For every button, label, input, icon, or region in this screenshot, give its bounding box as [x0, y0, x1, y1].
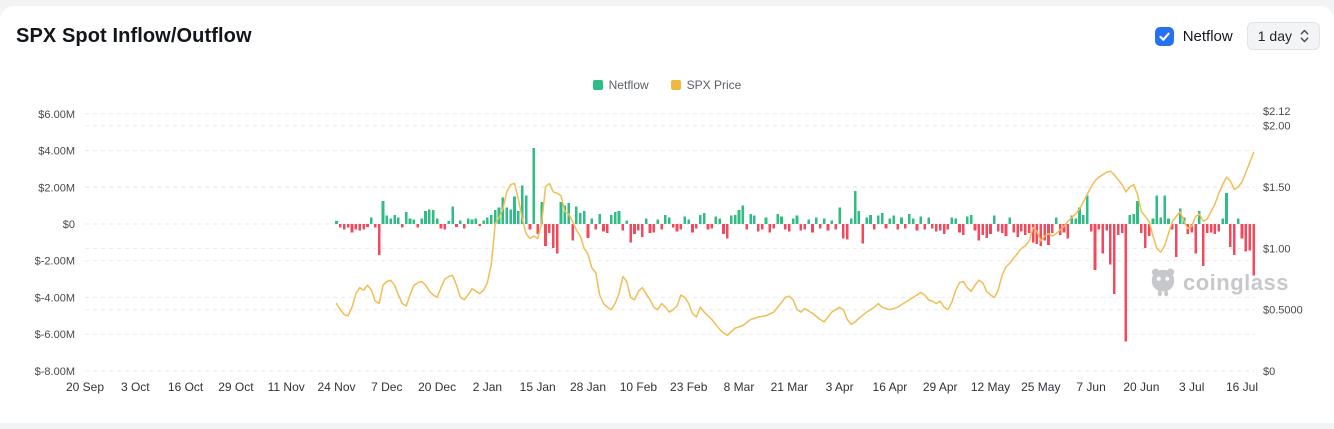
- svg-text:3 Oct: 3 Oct: [121, 380, 150, 394]
- svg-text:$2.12: $2.12: [1263, 106, 1291, 118]
- interval-value: 1 day: [1257, 28, 1292, 44]
- chart-card: SPX Spot Inflow/Outflow Netflow 1 day: [0, 6, 1334, 423]
- svg-text:12 May: 12 May: [971, 380, 1010, 394]
- svg-text:11 Nov: 11 Nov: [268, 380, 305, 394]
- svg-text:23 Feb: 23 Feb: [670, 380, 708, 394]
- header-controls: Netflow 1 day: [1154, 22, 1320, 50]
- svg-text:$4.00M: $4.00M: [38, 146, 75, 158]
- svg-text:3 Jul: 3 Jul: [1179, 380, 1204, 394]
- svg-text:20 Dec: 20 Dec: [418, 380, 456, 394]
- svg-text:29 Oct: 29 Oct: [218, 380, 254, 394]
- svg-text:$1.50: $1.50: [1263, 182, 1291, 194]
- svg-text:2 Jan: 2 Jan: [473, 380, 502, 394]
- svg-text:20 Jun: 20 Jun: [1123, 380, 1159, 394]
- svg-text:$-4.00M: $-4.00M: [35, 292, 75, 304]
- header: SPX Spot Inflow/Outflow Netflow 1 day: [16, 22, 1320, 50]
- svg-text:$0: $0: [1263, 366, 1275, 378]
- svg-text:16 Oct: 16 Oct: [168, 380, 204, 394]
- checkmark-icon: [1159, 32, 1170, 41]
- svg-text:$0.5000: $0.5000: [1263, 305, 1303, 317]
- svg-text:7 Dec: 7 Dec: [371, 380, 402, 394]
- svg-text:7 Jun: 7 Jun: [1076, 380, 1105, 394]
- svg-text:$0: $0: [63, 219, 75, 231]
- svg-text:$2.00: $2.00: [1263, 121, 1291, 133]
- netflow-checkbox-label: Netflow: [1182, 27, 1233, 45]
- svg-text:$-8.00M: $-8.00M: [35, 366, 75, 378]
- legend-item-netflow[interactable]: Netflow: [592, 78, 649, 92]
- svg-text:$-2.00M: $-2.00M: [35, 256, 75, 268]
- netflow-price-chart: $6.00M $4.00M $2.00M $0 $-2.00M $-4.00M $-6.00…: [35, 106, 1303, 394]
- svg-text:20 Sep: 20 Sep: [66, 380, 104, 394]
- coinglass-pig-icon: [1151, 268, 1175, 297]
- netflow-swatch: [592, 80, 603, 90]
- netflow-checkbox[interactable]: [1154, 26, 1174, 46]
- spx-price-swatch: [670, 80, 681, 90]
- legend-item-spx-price[interactable]: SPX Price: [670, 78, 741, 92]
- svg-text:$-6.00M: $-6.00M: [35, 329, 75, 341]
- svg-text:15 Jan: 15 Jan: [520, 380, 556, 394]
- chevron-up-down-icon: [1300, 29, 1309, 43]
- svg-text:21 Mar: 21 Mar: [771, 380, 808, 394]
- svg-text:10 Feb: 10 Feb: [620, 380, 658, 394]
- interval-selector[interactable]: 1 day: [1246, 22, 1320, 50]
- page-title: SPX Spot Inflow/Outflow: [16, 24, 252, 47]
- chart-legend: Netflow SPX Price: [0, 78, 1334, 92]
- svg-text:28 Jan: 28 Jan: [570, 380, 606, 394]
- svg-text:$6.00M: $6.00M: [38, 109, 75, 121]
- netflow-toggle[interactable]: Netflow: [1154, 26, 1233, 46]
- svg-text:3 Apr: 3 Apr: [826, 380, 854, 394]
- svg-text:16 Jul: 16 Jul: [1226, 380, 1258, 394]
- svg-text:8 Mar: 8 Mar: [724, 380, 755, 394]
- svg-text:24 Nov: 24 Nov: [317, 380, 355, 394]
- coinglass-watermark-text: coinglass: [1183, 269, 1289, 295]
- coinglass-watermark: coinglass: [1149, 266, 1289, 299]
- svg-text:$1.00: $1.00: [1263, 243, 1291, 255]
- svg-text:29 Apr: 29 Apr: [923, 380, 958, 394]
- svg-text:25 May: 25 May: [1021, 380, 1060, 394]
- svg-text:16 Apr: 16 Apr: [873, 380, 908, 394]
- svg-text:$2.00M: $2.00M: [38, 182, 75, 194]
